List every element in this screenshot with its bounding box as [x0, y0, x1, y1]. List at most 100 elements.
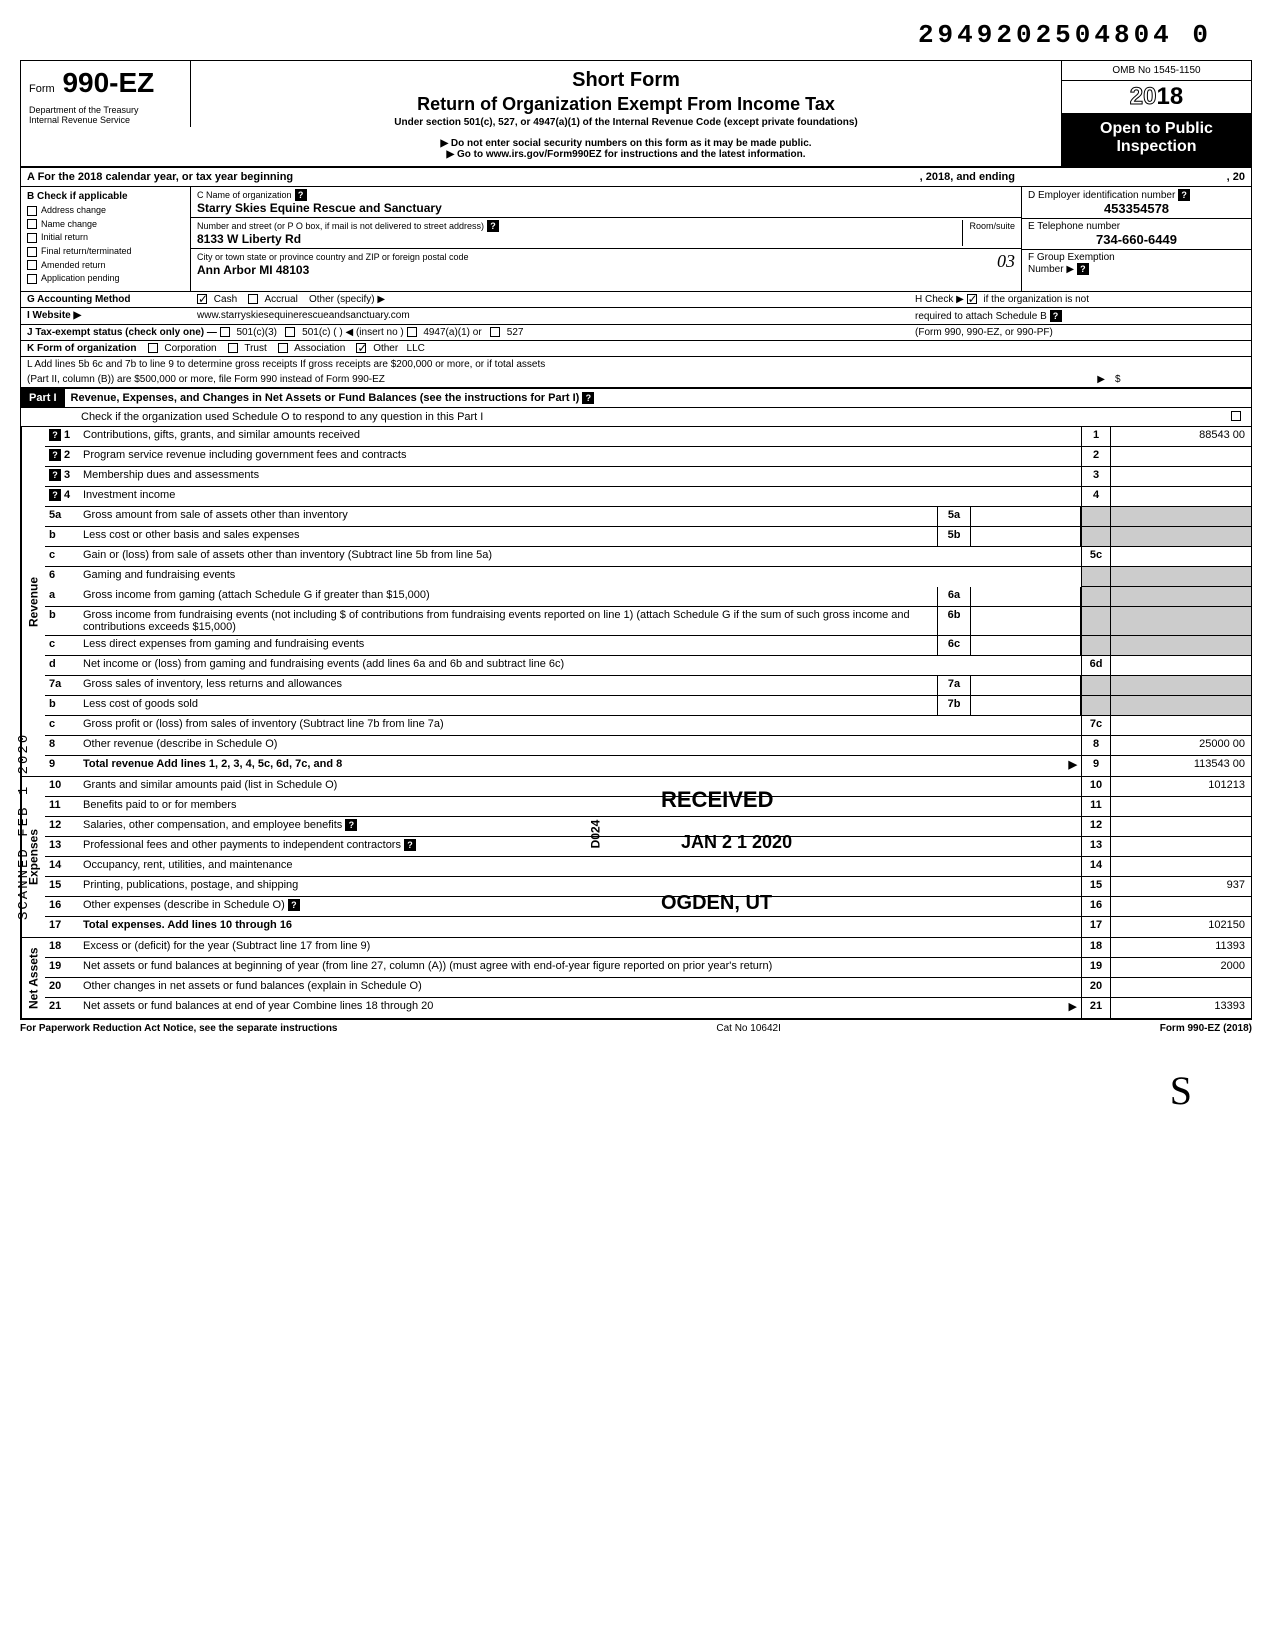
- org-info: C Name of organization ? Starry Skies Eq…: [191, 187, 1021, 291]
- chk-assoc[interactable]: [278, 343, 288, 353]
- line-16-val: [1111, 897, 1251, 916]
- chk-501c3[interactable]: [220, 327, 230, 337]
- line-18: 18 Excess or (deficit) for the year (Sub…: [45, 938, 1251, 958]
- line-6a-sn: 6a: [937, 587, 971, 606]
- document-id: 2949202504804 0: [20, 20, 1252, 50]
- ein-value: 453354578: [1028, 201, 1245, 216]
- line-19-num: 19: [1081, 958, 1111, 977]
- expenses-section: Expenses 10 Grants and similar amounts p…: [20, 777, 1252, 938]
- tax-year: 2018: [1061, 81, 1251, 114]
- line-15-val: 937: [1111, 877, 1251, 896]
- line-17-num: 17: [1081, 917, 1111, 937]
- chk-4947[interactable]: [407, 327, 417, 337]
- line-11: 11 Benefits paid to or for members 11: [45, 797, 1251, 817]
- line-5a-sn: 5a: [937, 507, 971, 526]
- line-10: 10 Grants and similar amounts paid (list…: [45, 777, 1251, 797]
- help-icon[interactable]: ?: [295, 189, 307, 201]
- line-3-val: [1111, 467, 1251, 486]
- line-10-num: 10: [1081, 777, 1111, 796]
- short-form-title: Short Form: [201, 69, 1051, 92]
- line-7b-val: [971, 696, 1081, 715]
- line-10-desc: Grants and similar amounts paid (list in…: [79, 777, 1081, 796]
- j-opt3: 4947(a)(1) or: [423, 327, 481, 338]
- line-2: ? 2 Program service revenue including go…: [45, 447, 1251, 467]
- line-5a: 5a Gross amount from sale of assets othe…: [45, 507, 1251, 527]
- chk-amended-return[interactable]: Amended return: [27, 260, 184, 271]
- line-12-desc: Salaries, other compensation, and employ…: [79, 817, 1081, 836]
- c-label: C Name of organization: [197, 190, 292, 200]
- chk-address-change[interactable]: Address change: [27, 205, 184, 216]
- help-icon[interactable]: ?: [49, 449, 61, 461]
- line-18-val: 11393: [1111, 938, 1251, 957]
- part1-header-row: Part I Revenue, Expenses, and Changes in…: [20, 389, 1252, 408]
- shaded-cell: [1111, 636, 1251, 655]
- help-icon[interactable]: ?: [582, 392, 594, 404]
- line-12: 12 Salaries, other compensation, and emp…: [45, 817, 1251, 837]
- line-13: 13 Professional fees and other payments …: [45, 837, 1251, 857]
- line-7a-val: [971, 676, 1081, 695]
- help-icon[interactable]: ?: [404, 839, 416, 851]
- line-13-val: [1111, 837, 1251, 856]
- line-21: 21 Net assets or fund balances at end of…: [45, 998, 1251, 1018]
- line-17-desc: Total expenses. Add lines 10 through 16: [79, 917, 1081, 937]
- chk-501c[interactable]: [285, 327, 295, 337]
- netassets-lines: 18 Excess or (deficit) for the year (Sub…: [45, 938, 1251, 1018]
- chk-name-change[interactable]: Name change: [27, 219, 184, 230]
- open-line1: Open to Public: [1066, 120, 1247, 138]
- j-insert: ) ◀ (insert no ): [339, 327, 403, 338]
- chk-initial-return[interactable]: Initial return: [27, 232, 184, 243]
- help-icon[interactable]: ?: [1077, 263, 1089, 275]
- row-l2: (Part II, column (B)) are $500,000 or mo…: [20, 372, 1252, 389]
- chk-application-pending[interactable]: Application pending: [27, 273, 184, 284]
- help-icon[interactable]: ?: [49, 429, 61, 441]
- form-number-cell: Form 990-EZ: [21, 61, 191, 103]
- open-to-public: Open to Public Inspection: [1061, 114, 1251, 166]
- chk-accrual[interactable]: [248, 294, 258, 304]
- line-7a-sn: 7a: [937, 676, 971, 695]
- netassets-side-label: Net Assets: [21, 938, 45, 1018]
- chk-h[interactable]: [967, 294, 977, 304]
- help-icon[interactable]: ?: [345, 819, 357, 831]
- line-6c-sn: 6c: [937, 636, 971, 655]
- line-3-num: 3: [1081, 467, 1111, 486]
- chk-cash[interactable]: [197, 294, 207, 304]
- help-icon[interactable]: ?: [49, 489, 61, 501]
- line-5b-desc: Less cost or other basis and sales expen…: [79, 527, 937, 546]
- chk-corp[interactable]: [148, 343, 158, 353]
- l2-text: (Part II, column (B)) are $500,000 or mo…: [27, 374, 1097, 385]
- line-6a-desc: Gross income from gaming (attach Schedul…: [79, 587, 937, 606]
- chk-schedule-o[interactable]: [1231, 411, 1241, 421]
- handwritten-note: 03: [997, 251, 1015, 277]
- title-cell: Short Form Return of Organization Exempt…: [191, 61, 1061, 166]
- line-6b-val: [971, 607, 1081, 635]
- shaded-cell: [1081, 507, 1111, 526]
- line-2-num: 2: [1081, 447, 1111, 466]
- org-street: 8133 W Liberty Rd: [197, 232, 301, 246]
- help-icon[interactable]: ?: [1050, 310, 1062, 322]
- chk-final-return[interactable]: Final return/terminated: [27, 246, 184, 257]
- city-label: City or town state or province country a…: [197, 252, 468, 262]
- help-icon[interactable]: ?: [1178, 189, 1190, 201]
- expenses-lines: 10 Grants and similar amounts paid (list…: [45, 777, 1251, 937]
- shaded-cell: [1081, 587, 1111, 606]
- line-1-desc: Contributions, gifts, grants, and simila…: [79, 427, 1081, 446]
- g-accrual: Accrual: [265, 294, 298, 305]
- chk-other-org[interactable]: [356, 343, 366, 353]
- line-6d: d Net income or (loss) from gaming and f…: [45, 656, 1251, 676]
- chk-label: Final return/terminated: [41, 246, 132, 256]
- line-4: ? 4 Investment income 4: [45, 487, 1251, 507]
- org-name: Starry Skies Equine Rescue and Sanctuary: [197, 201, 442, 215]
- line-6-desc: Gaming and fundraising events: [79, 567, 1081, 587]
- help-icon[interactable]: ?: [487, 220, 499, 232]
- help-icon[interactable]: ?: [288, 899, 300, 911]
- line-17-val: 102150: [1111, 917, 1251, 937]
- line-8-num: 8: [1081, 736, 1111, 755]
- main-title: Return of Organization Exempt From Incom…: [201, 94, 1051, 115]
- line-20-num: 20: [1081, 978, 1111, 997]
- chk-527[interactable]: [490, 327, 500, 337]
- line-7b-sn: 7b: [937, 696, 971, 715]
- line-9-num: 9: [1081, 756, 1111, 776]
- h-suffix: if the organization is not: [983, 294, 1089, 305]
- help-icon[interactable]: ?: [49, 469, 61, 481]
- chk-trust[interactable]: [228, 343, 238, 353]
